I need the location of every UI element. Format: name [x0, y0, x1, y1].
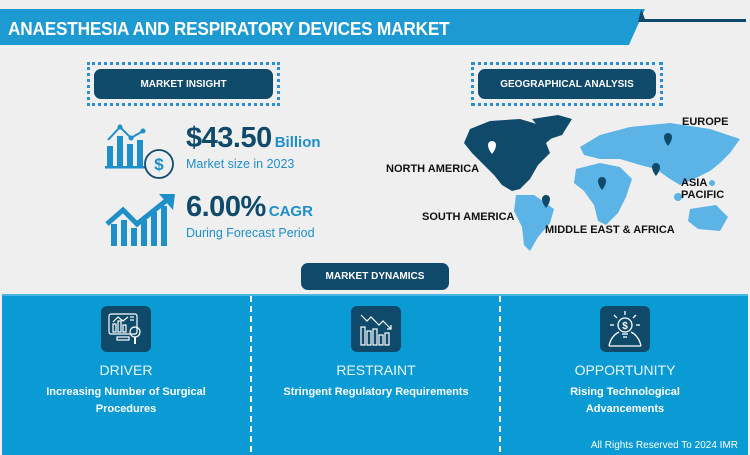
divider: [499, 296, 501, 455]
market-size-caption: Market size in 2023: [186, 157, 295, 171]
region-asia-pacific: ASIA PACIFIC: [681, 177, 725, 201]
market-size-unit: Billion: [274, 134, 321, 151]
title-rule: [640, 19, 746, 22]
world-map: [464, 115, 740, 251]
market-insight-label: MARKET INSIGHT: [94, 69, 273, 99]
market-insight-badge: MARKET INSIGHT: [87, 62, 280, 106]
region-europe: EUROPE: [682, 116, 729, 128]
region-north-america: NORTH AMERICA: [386, 163, 480, 175]
restraint-card: RESTRAINT Stringent Regulatory Requireme…: [252, 296, 500, 455]
region-south-america: SOUTH AMERICA: [422, 211, 515, 223]
bar-chart-dollar-icon: $: [105, 124, 174, 179]
cagr-block: 6.00% CAGR During Forecast Period: [186, 191, 315, 240]
page-title: ANAESTHESIA AND RESPIRATORY DEVICES MARK…: [8, 18, 450, 39]
market-dynamics-panel: DRIVER Increasing Number of Surgical Pro…: [2, 294, 748, 455]
svg-text:$: $: [154, 155, 164, 174]
divider: [250, 296, 252, 455]
market-size-block: $43.50 Billion Market size in 2023: [186, 122, 321, 171]
restraint-text: Stringent Regulatory Requirements: [283, 386, 469, 398]
region-middle-east-africa: MIDDLE EAST & AFRICA: [545, 224, 675, 236]
restraint-heading: RESTRAINT: [336, 362, 416, 378]
cagr-unit: CAGR: [268, 203, 313, 220]
market-dynamics-label: MARKET DYNAMICS: [301, 263, 449, 290]
driver-text: Increasing Number of Surgical Procedures: [46, 386, 206, 415]
title-notch: [638, 9, 646, 22]
opportunity-text: Rising Technological Advancements: [570, 386, 680, 415]
opportunity-heading: OPPORTUNITY: [574, 362, 676, 378]
map-pin-icon: [488, 133, 672, 208]
driver-heading: DRIVER: [99, 362, 153, 378]
geographical-analysis-badge: GEOGRAPHICAL ANALYSIS: [471, 62, 663, 106]
declining-chart-icon: [351, 306, 401, 352]
driver-card: DRIVER Increasing Number of Surgical Pro…: [2, 296, 250, 455]
geographical-analysis-label: GEOGRAPHICAL ANALYSIS: [478, 69, 656, 99]
cagr-caption: During Forecast Period: [186, 226, 315, 240]
svg-text:$: $: [622, 321, 628, 332]
growth-arrow-icon: [105, 194, 175, 246]
copyright-footer: All Rights Reserved To 2024 IMR: [590, 440, 738, 451]
market-size-value: $43.50: [186, 122, 272, 154]
opportunity-card: $ OPPORTUNITY Rising Technological Advan…: [502, 296, 748, 455]
lightbulb-dollar-icon: $: [600, 306, 650, 352]
monitor-analytics-icon: [101, 306, 151, 352]
title-banner: [0, 9, 645, 45]
cagr-value: 6.00%: [186, 191, 266, 223]
